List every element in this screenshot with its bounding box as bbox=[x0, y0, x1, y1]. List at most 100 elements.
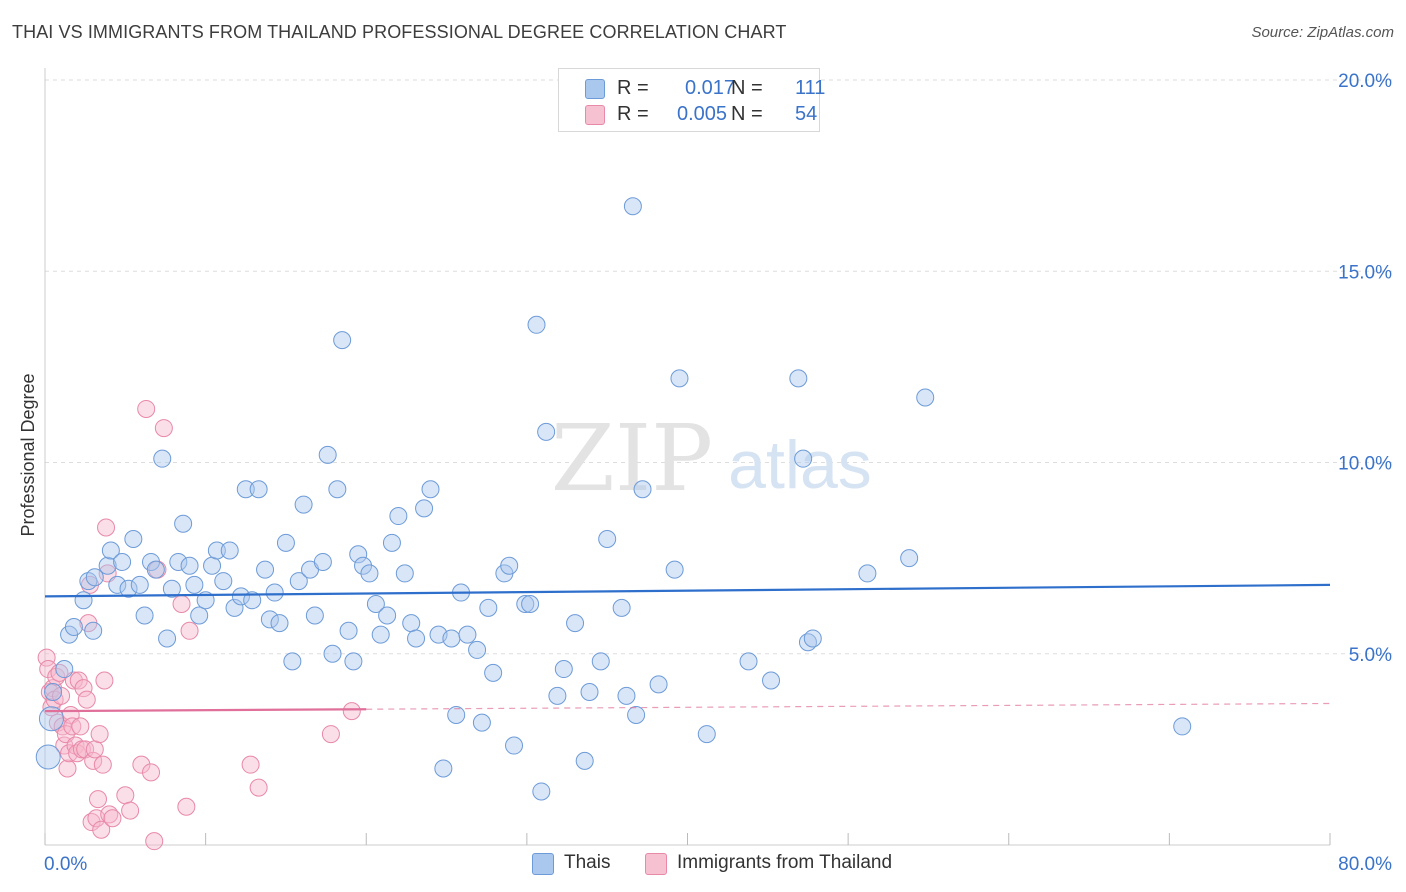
point-thais bbox=[35, 744, 61, 770]
point-thais bbox=[146, 560, 165, 579]
point-thais bbox=[158, 629, 177, 648]
legend-n-value: 111 bbox=[795, 77, 826, 99]
point-thais bbox=[124, 530, 143, 548]
bottom-legend-swatch-blue bbox=[532, 853, 554, 875]
point-thais bbox=[265, 583, 284, 602]
bottom-legend-label: Thais bbox=[564, 852, 611, 873]
point-immigrants bbox=[342, 702, 361, 721]
point-thais bbox=[421, 480, 440, 499]
bottom-legend-swatch-pink bbox=[645, 853, 667, 875]
point-thais bbox=[858, 564, 877, 583]
point-thais bbox=[225, 598, 244, 617]
axes bbox=[44, 68, 1331, 846]
point-thais bbox=[382, 533, 401, 552]
point-thais bbox=[548, 686, 567, 705]
point-thais bbox=[64, 617, 83, 636]
point-thais bbox=[665, 560, 684, 579]
point-thais bbox=[108, 575, 127, 594]
point-thais bbox=[190, 606, 209, 625]
point-immigrants bbox=[77, 690, 96, 709]
y-tick-label: 15.0% bbox=[1338, 262, 1392, 283]
point-thais bbox=[38, 706, 64, 732]
point-thais bbox=[575, 751, 594, 770]
point-thais bbox=[328, 480, 347, 499]
point-thais bbox=[283, 652, 302, 671]
point-immigrants bbox=[145, 832, 164, 851]
point-thais bbox=[415, 499, 434, 518]
point-immigrants bbox=[241, 755, 260, 774]
point-thais bbox=[113, 552, 132, 571]
point-thais bbox=[231, 587, 250, 606]
point-immigrants bbox=[84, 751, 103, 770]
point-thais bbox=[318, 445, 337, 464]
point-immigrants bbox=[92, 820, 111, 839]
legend-n-label: N = bbox=[731, 103, 763, 125]
point-thais bbox=[697, 725, 716, 744]
point-thais bbox=[289, 572, 308, 591]
point-thais bbox=[500, 556, 519, 575]
point-immigrants bbox=[142, 763, 161, 782]
point-thais bbox=[256, 560, 275, 579]
point-thais bbox=[74, 591, 93, 610]
series-thais-points bbox=[35, 197, 1192, 801]
point-thais bbox=[236, 480, 255, 499]
point-thais bbox=[516, 595, 535, 614]
point-thais bbox=[55, 660, 74, 679]
point-thais bbox=[527, 315, 546, 334]
point-thais bbox=[447, 705, 466, 724]
point-thais bbox=[153, 449, 172, 468]
y-axis-label: Professional Degree bbox=[18, 373, 38, 536]
point-immigrants bbox=[56, 725, 75, 744]
point-thais bbox=[207, 541, 226, 560]
legend-n-value: 54 bbox=[795, 103, 818, 125]
legend-swatch-pink bbox=[585, 105, 605, 125]
point-thais bbox=[537, 422, 556, 441]
x-tick-label: 0.0% bbox=[44, 854, 87, 875]
legend-r-value: 0.017 bbox=[685, 77, 736, 99]
point-thais bbox=[900, 549, 919, 568]
point-thais bbox=[442, 629, 461, 648]
point-thais bbox=[794, 449, 813, 468]
point-immigrants bbox=[85, 740, 104, 759]
point-immigrants bbox=[37, 648, 56, 667]
point-thais bbox=[789, 369, 808, 388]
x-tick-label: 80.0% bbox=[1338, 854, 1392, 875]
legend-r-label: R = bbox=[617, 77, 649, 99]
point-thais bbox=[305, 606, 324, 625]
point-thais bbox=[649, 675, 668, 694]
point-thais bbox=[162, 579, 181, 598]
point-thais bbox=[521, 595, 540, 614]
point-immigrants bbox=[249, 778, 268, 797]
point-thais bbox=[434, 759, 453, 778]
point-thais bbox=[468, 640, 487, 659]
point-thais bbox=[333, 331, 352, 350]
point-thais bbox=[566, 614, 585, 633]
point-thais bbox=[349, 545, 368, 564]
point-immigrants bbox=[177, 797, 196, 816]
point-thais bbox=[484, 663, 503, 682]
point-thais bbox=[130, 575, 149, 594]
series-immigrants-points bbox=[37, 399, 361, 851]
point-immigrants bbox=[89, 790, 108, 809]
point-thais bbox=[249, 480, 268, 499]
point-thais bbox=[339, 621, 358, 640]
point-thais bbox=[185, 575, 204, 594]
legend-r-label: R = bbox=[617, 103, 649, 125]
watermark-zip: ZIP bbox=[551, 405, 713, 512]
point-immigrants bbox=[321, 725, 340, 744]
y-tick-label: 10.0% bbox=[1338, 454, 1392, 475]
point-thais bbox=[214, 572, 233, 591]
point-thais bbox=[371, 625, 390, 644]
point-thais bbox=[458, 625, 477, 644]
point-thais bbox=[505, 736, 524, 755]
point-thais bbox=[270, 614, 289, 633]
point-immigrants bbox=[64, 671, 83, 690]
point-immigrants bbox=[90, 725, 109, 744]
point-immigrants bbox=[132, 755, 151, 774]
point-thais bbox=[554, 660, 573, 679]
legend-swatch-blue bbox=[585, 79, 605, 99]
point-thais bbox=[389, 507, 408, 526]
point-thais bbox=[803, 629, 822, 648]
point-immigrants bbox=[154, 419, 173, 438]
point-immigrants bbox=[93, 755, 112, 774]
